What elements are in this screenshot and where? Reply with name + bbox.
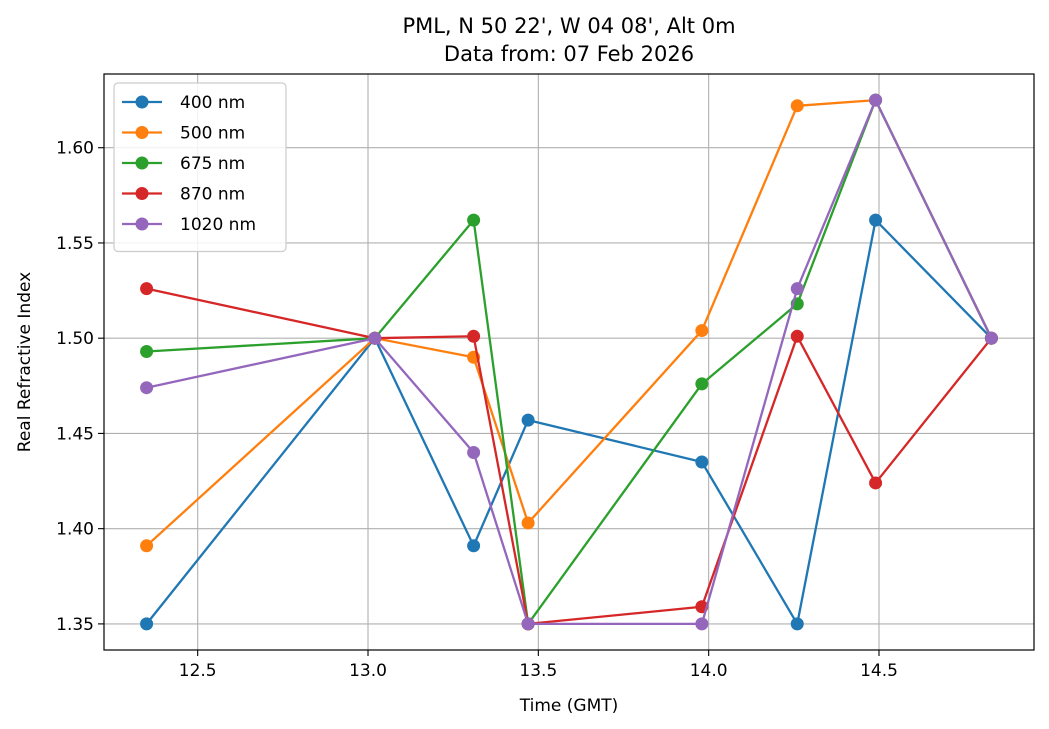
legend-marker-675-nm	[135, 156, 149, 170]
data-point-500-nm	[695, 324, 709, 338]
x-tick-label: 14.5	[860, 661, 898, 681]
legend-label-1020-nm: 1020 nm	[180, 215, 256, 235]
series-line-1020-nm	[146, 98, 993, 626]
data-point-500-nm	[140, 539, 154, 553]
data-point-1020-nm	[521, 617, 535, 631]
legend-marker-400-nm	[135, 95, 149, 109]
series-layer	[140, 93, 998, 631]
data-point-400-nm	[869, 213, 883, 227]
series-870-nm	[140, 282, 998, 631]
data-point-675-nm	[140, 345, 154, 359]
x-axis-label: Time (GMT)	[519, 696, 619, 716]
data-point-675-nm	[695, 377, 709, 391]
legend-marker-1020-nm	[135, 217, 149, 231]
legend-box	[113, 82, 287, 253]
legend-label-400-nm: 400 nm	[180, 93, 245, 113]
data-point-1020-nm	[984, 331, 998, 345]
data-point-1020-nm	[790, 282, 804, 296]
data-point-870-nm	[467, 329, 481, 343]
data-point-1020-nm	[467, 445, 481, 459]
data-point-1020-nm	[368, 331, 382, 345]
data-point-500-nm	[521, 516, 535, 530]
data-point-400-nm	[521, 413, 535, 427]
series-1020-nm	[140, 93, 998, 631]
chart-title-line-2: Data from: 07 Feb 2026	[444, 42, 694, 66]
data-point-870-nm	[790, 329, 804, 343]
data-point-870-nm	[869, 476, 883, 490]
data-point-400-nm	[695, 455, 709, 469]
data-point-500-nm	[790, 99, 804, 113]
data-point-400-nm	[140, 617, 154, 631]
y-axis-ticks: 1.35 1.40 1.45 1.50 1.55 1.60	[56, 139, 104, 635]
y-tick-label: 1.55	[56, 234, 94, 254]
data-point-675-nm	[467, 213, 481, 227]
data-point-1020-nm	[869, 93, 883, 107]
data-point-400-nm	[467, 539, 481, 553]
series-line-870-nm	[146, 287, 993, 626]
y-tick-label: 1.50	[56, 329, 94, 349]
y-tick-label: 1.45	[56, 424, 94, 444]
plot-area-frame	[103, 73, 1035, 651]
y-tick-label: 1.35	[56, 615, 94, 635]
x-tick-label: 13.0	[349, 661, 387, 681]
data-point-1020-nm	[695, 617, 709, 631]
y-axis-label: Real Refractive Index	[15, 272, 35, 452]
data-point-1020-nm	[140, 381, 154, 395]
x-tick-label: 12.5	[179, 661, 217, 681]
x-tick-label: 13.5	[519, 661, 557, 681]
y-tick-label: 1.60	[56, 139, 94, 159]
series-line-400-nm	[145, 218, 993, 626]
legend-label-870-nm: 870 nm	[180, 185, 245, 205]
x-tick-label: 14.0	[690, 661, 728, 681]
x-axis-ticks: 12.5 13.0 13.5 14.0 14.5	[179, 650, 898, 681]
legend-label-500-nm: 500 nm	[180, 124, 245, 144]
y-tick-label: 1.40	[56, 520, 94, 540]
legend-marker-500-nm	[135, 126, 149, 139]
legend-label-675-nm: 675 nm	[180, 154, 245, 174]
series-line-500-nm	[145, 98, 993, 547]
data-point-400-nm	[790, 617, 804, 631]
chart-title-line-1: PML, N 50 22', W 04 08', Alt 0m	[402, 14, 735, 38]
legend: 400 nm 500 nm 675 nm 870 nm 1020 nm	[113, 82, 287, 253]
legend-marker-870-nm	[135, 187, 149, 200]
data-point-870-nm	[140, 282, 154, 296]
